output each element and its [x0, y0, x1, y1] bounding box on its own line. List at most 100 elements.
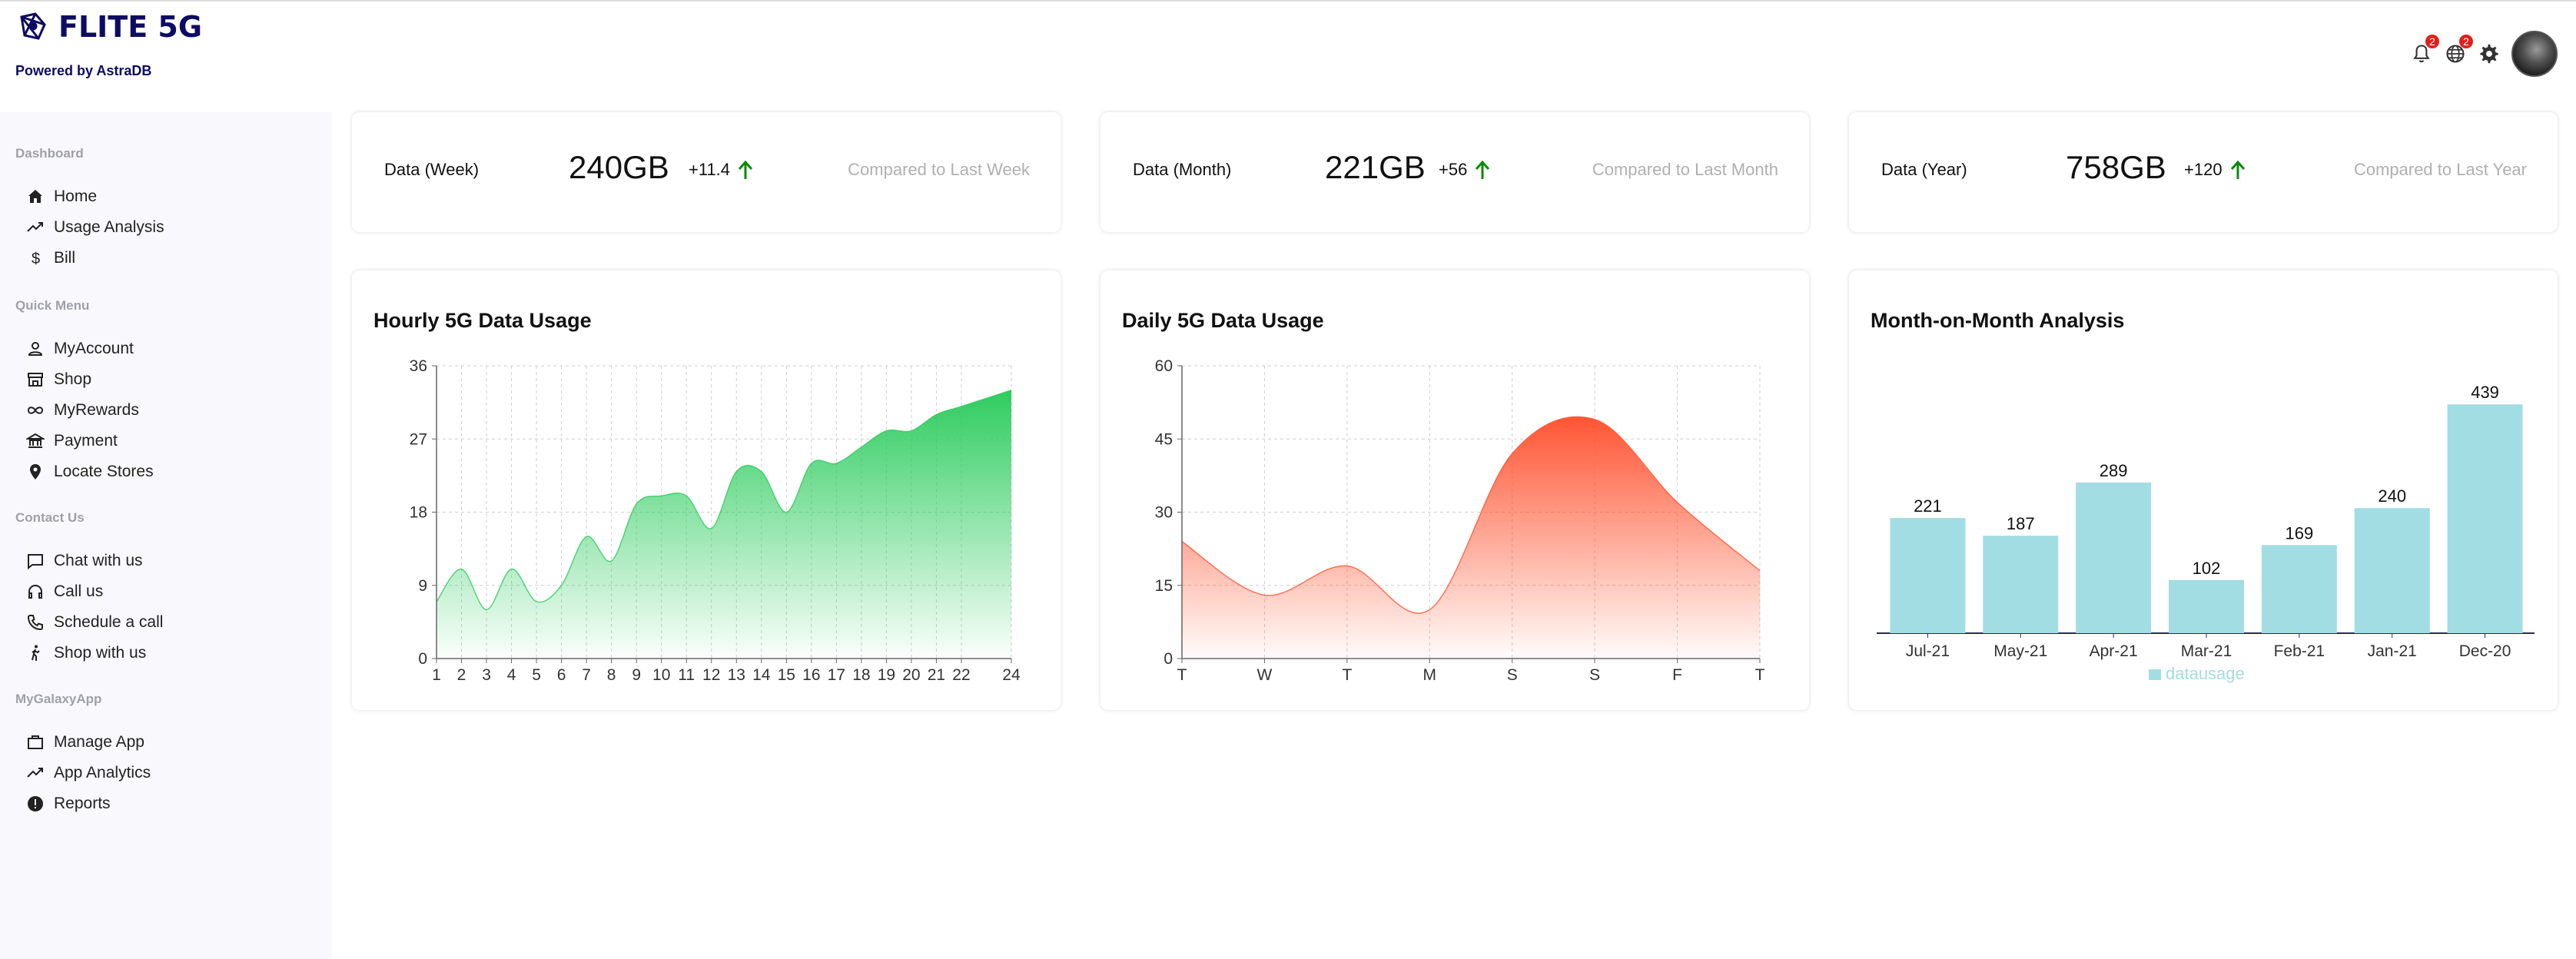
trending-icon	[27, 222, 43, 232]
x-tick-label: 17	[828, 666, 845, 684]
x-tick-label: 15	[778, 666, 795, 684]
chat-icon	[28, 554, 43, 570]
y-tick-label: 36	[410, 357, 427, 375]
sidebar-item-reports[interactable]: Reports	[26, 795, 111, 813]
x-tick-label: 11	[678, 666, 695, 684]
sidebar-item-label: Locate Stores	[54, 463, 154, 480]
legend-label: datausage	[2166, 664, 2245, 683]
notifications-button[interactable]: 2	[2410, 35, 2439, 65]
x-tick-label: 2	[457, 666, 466, 684]
x-tick-label: 8	[607, 666, 616, 684]
hourly-usage-card: Hourly 5G Data Usage 0 9 18 27 36 1 2 3 4 5 6 7 8 9 10…	[352, 270, 1061, 710]
bar	[2447, 404, 2523, 633]
sidebar-item-payment[interactable]: Payment	[26, 432, 118, 450]
stat-change: +11.4	[689, 160, 755, 180]
stat-compare: Compared to Last Week	[848, 160, 1030, 179]
sidebar-item-myrewards[interactable]: MyRewards	[26, 401, 139, 420]
alert-circle-icon	[28, 796, 43, 811]
sidebar-item-home[interactable]: Home	[26, 187, 97, 206]
sidebar-item-bill[interactable]: $ Bill	[26, 249, 75, 267]
sidebar-item-myaccount[interactable]: MyAccount	[26, 340, 134, 358]
bar	[1983, 536, 2059, 633]
stat-change: +56	[1439, 160, 1492, 180]
sidebar-item-label: MyRewards	[54, 401, 139, 419]
bar-value-label: 221	[1914, 496, 1942, 516]
sidebar-item-label: Home	[54, 187, 98, 205]
x-tick-label: 24	[1002, 666, 1021, 684]
settings-button[interactable]	[2478, 42, 2501, 65]
sidebar-item-shop[interactable]: Shop	[26, 370, 91, 389]
x-tick-label: S	[1589, 666, 1600, 684]
chart-title: Daily 5G Data Usage	[1122, 309, 1324, 332]
brand-title: FLITE 5G	[58, 10, 203, 44]
y-tick-label: 0	[1164, 650, 1173, 668]
y-tick-label: 45	[1155, 430, 1173, 448]
x-tick-label: Jan-21	[2368, 642, 2417, 660]
user-icon	[28, 342, 43, 356]
x-tick-label: 19	[878, 666, 895, 684]
arrow-up-icon	[1476, 160, 1490, 179]
bar-value-label: 187	[2007, 514, 2035, 533]
stat-label: Data (Month)	[1133, 160, 1232, 179]
sidebar-item-locate-stores[interactable]: Locate Stores	[26, 463, 154, 481]
section-contact-us: Contact Us	[15, 510, 85, 525]
sidebar-item-app-analytics[interactable]: App Analytics	[26, 764, 151, 782]
language-button[interactable]: 2	[2444, 35, 2473, 65]
sidebar-item-label: Payment	[54, 432, 118, 450]
x-tick-label: 1	[432, 666, 441, 684]
sidebar-item-shop-with-us[interactable]: Shop with us	[26, 644, 146, 662]
monthly-analysis-card: Month-on-Month Analysis 221 Jul-21 187 May-…	[1849, 270, 2558, 710]
x-tick-label: 10	[652, 666, 670, 684]
section-dashboard: Dashboard	[15, 146, 84, 161]
sidebar-item-chat[interactable]: Chat with us	[26, 552, 143, 570]
sidebar-item-label: Call us	[54, 582, 104, 600]
top-actions: 2 2	[2410, 31, 2558, 77]
svg-text:$: $	[32, 251, 40, 267]
x-tick-label: 3	[482, 666, 491, 684]
store-icon	[28, 373, 43, 387]
bar-value-label: 240	[2378, 486, 2406, 506]
x-tick-label: 12	[702, 666, 720, 684]
y-tick-label: 15	[1155, 577, 1173, 595]
stat-card-week: Data (Week) 240GB +11.4 Compared to Last…	[352, 112, 1061, 232]
arrow-up-icon	[2230, 160, 2245, 179]
bar-value-label: 439	[2471, 383, 2499, 402]
trending-icon	[27, 768, 43, 778]
x-tick-label: 5	[532, 666, 541, 684]
x-tick-label: 22	[952, 666, 970, 684]
notifications-badge: 2	[2425, 35, 2439, 48]
y-tick-label: 9	[418, 577, 427, 595]
walk-icon	[32, 645, 40, 661]
user-avatar[interactable]	[2511, 31, 2558, 77]
sidebar-item-manage-app[interactable]: Manage App	[26, 733, 144, 752]
brand-logo[interactable]: FLITE 5G	[15, 9, 202, 45]
satellite-icon	[20, 12, 46, 40]
bell-icon	[2413, 45, 2430, 63]
stat-value: 758GB	[2066, 149, 2166, 185]
infinity-icon	[27, 406, 44, 414]
x-tick-label: 9	[632, 666, 641, 684]
sidebar-item-call[interactable]: Call us	[26, 582, 103, 601]
x-tick-label: F	[1672, 666, 1682, 684]
phone-icon	[27, 615, 43, 631]
sidebar-item-label: Usage Analysis	[54, 218, 164, 236]
stat-card-year: Data (Year) 758GB +120 Compared to Last …	[1849, 112, 2558, 232]
sidebar-item-label: Bill	[54, 249, 76, 267]
legend-swatch	[2149, 669, 2161, 680]
y-tick-label: 60	[1155, 357, 1173, 375]
x-tick-label: May-21	[1993, 642, 2047, 660]
stat-change-value: +11.4	[689, 160, 731, 179]
section-mygalaxyapp: MyGalaxyApp	[15, 692, 102, 706]
y-tick-label: 27	[410, 430, 427, 448]
y-tick-label: 0	[418, 650, 427, 668]
sidebar-item-label: Schedule a call	[54, 613, 164, 631]
stat-label: Data (Year)	[1881, 160, 1967, 179]
sidebar-item-schedule[interactable]: Schedule a call	[26, 613, 163, 632]
chart-title: Hourly 5G Data Usage	[373, 309, 592, 332]
x-tick-label: T	[1177, 666, 1187, 684]
sidebar-item-label: Manage App	[54, 733, 144, 751]
sidebar-item-usage-analysis[interactable]: Usage Analysis	[26, 218, 164, 237]
top-border	[0, 0, 2576, 2]
x-tick-label: 6	[557, 666, 566, 684]
